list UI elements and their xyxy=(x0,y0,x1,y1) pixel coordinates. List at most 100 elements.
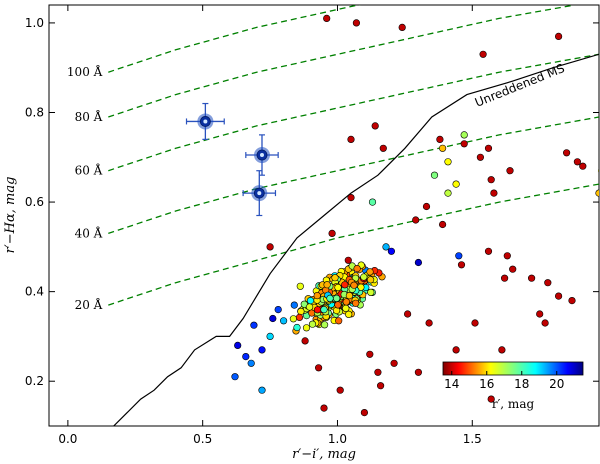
data-point xyxy=(366,268,374,276)
data-point xyxy=(360,273,368,281)
data-point xyxy=(367,288,375,297)
data-point xyxy=(231,373,239,381)
y-tick-label: 0.8 xyxy=(25,105,44,119)
unreddened-ms-curve xyxy=(113,53,599,426)
data-point xyxy=(368,198,377,206)
data-point xyxy=(258,346,266,354)
data-point xyxy=(573,158,582,166)
data-point xyxy=(320,404,328,412)
data-point xyxy=(328,229,336,237)
data-point xyxy=(269,314,277,323)
data-point xyxy=(313,306,322,314)
data-point xyxy=(347,135,355,143)
x-tick-label: 1.0 xyxy=(328,432,347,446)
ew-line xyxy=(108,183,599,306)
data-point xyxy=(509,265,517,273)
data-point xyxy=(390,359,398,367)
data-point xyxy=(404,310,412,318)
data-point xyxy=(377,382,385,390)
ew-label: 100 Å xyxy=(67,64,103,79)
data-point xyxy=(341,281,349,289)
data-point xyxy=(360,409,369,417)
data-point xyxy=(274,306,282,314)
data-point xyxy=(479,50,487,58)
data-point xyxy=(342,298,350,306)
colorbar-tick-label: 14 xyxy=(444,377,459,391)
data-point xyxy=(498,346,506,354)
data-point xyxy=(321,321,329,329)
x-axis-ticks: 0.0 0.5 1.0 1.5 xyxy=(58,5,482,446)
data-point xyxy=(367,276,375,284)
data-point xyxy=(353,265,361,273)
ew-line xyxy=(108,116,599,235)
data-point xyxy=(554,32,563,41)
data-point xyxy=(366,350,374,358)
data-point xyxy=(297,307,305,316)
data-point xyxy=(476,153,485,161)
data-point xyxy=(250,321,258,329)
data-point xyxy=(315,364,323,372)
data-point xyxy=(323,281,331,289)
data-point xyxy=(342,304,350,313)
data-point xyxy=(568,297,576,305)
data-point xyxy=(414,368,423,376)
data-point xyxy=(266,243,274,251)
y-axis-ticks: 0.2 0.4 0.6 0.8 1.0 xyxy=(25,16,599,388)
data-point xyxy=(460,140,468,148)
data-point xyxy=(490,189,498,197)
data-point xyxy=(455,252,463,260)
data-point xyxy=(452,180,460,188)
data-point xyxy=(345,292,354,300)
data-point xyxy=(308,320,317,328)
data-point xyxy=(487,395,495,403)
data-point xyxy=(280,317,288,325)
data-point xyxy=(334,283,342,292)
data-point xyxy=(541,319,549,327)
data-point xyxy=(527,274,536,282)
data-point xyxy=(301,337,309,345)
data-point xyxy=(258,386,266,394)
highlight-core xyxy=(257,191,262,196)
data-point xyxy=(296,282,304,290)
ew-label: 40 Å xyxy=(75,225,103,240)
y-tick-label: 1.0 xyxy=(25,16,44,30)
data-point xyxy=(352,19,361,27)
data-point xyxy=(439,144,447,152)
data-point xyxy=(371,122,379,130)
data-point xyxy=(503,252,511,260)
data-point xyxy=(430,171,439,179)
data-point xyxy=(595,189,599,197)
data-point xyxy=(506,167,514,175)
data-point xyxy=(562,149,571,157)
ew-label: 60 Å xyxy=(75,163,103,178)
x-tick-label: 0.5 xyxy=(193,432,212,446)
data-point xyxy=(350,281,358,289)
data-point xyxy=(439,220,447,229)
y-tick-label: 0.2 xyxy=(25,374,44,388)
colorbar-gradient xyxy=(442,361,584,376)
data-point xyxy=(331,274,339,282)
data-point xyxy=(234,341,242,350)
data-point xyxy=(398,23,406,32)
equivalent-width-lines xyxy=(108,5,599,306)
data-point xyxy=(306,303,314,311)
data-point xyxy=(306,297,315,305)
data-point xyxy=(414,258,423,267)
highlighted-stars xyxy=(185,102,279,217)
equivalent-width-labels: 20 Å 40 Å 60 Å 80 Å 100 Å xyxy=(67,64,103,312)
data-point xyxy=(484,144,493,152)
data-point xyxy=(422,202,431,211)
highlight-core xyxy=(203,119,208,124)
data-point xyxy=(266,332,274,341)
data-point xyxy=(336,386,344,394)
data-point xyxy=(335,317,343,325)
data-point xyxy=(382,243,390,251)
data-point xyxy=(501,274,509,282)
data-point xyxy=(579,162,587,170)
ew-label: 20 Å xyxy=(75,297,103,312)
data-point xyxy=(460,131,468,139)
data-point xyxy=(357,283,365,291)
data-points xyxy=(231,14,599,417)
data-point xyxy=(444,158,452,166)
